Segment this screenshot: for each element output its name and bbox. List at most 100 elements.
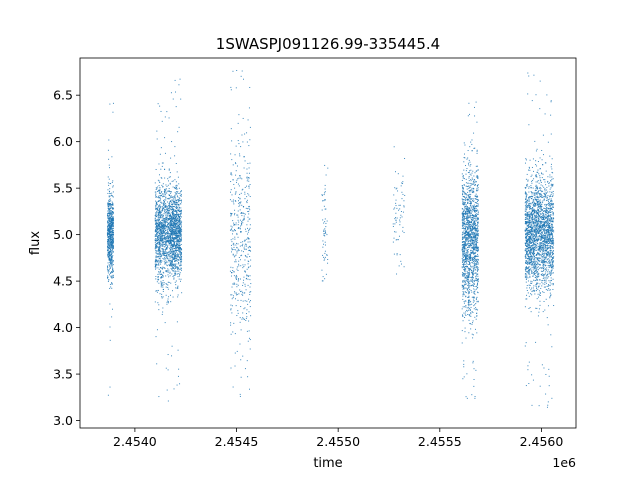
data-point (109, 227, 111, 229)
data-point (110, 245, 112, 247)
data-point (469, 254, 471, 256)
data-point (172, 232, 174, 234)
data-point (111, 224, 113, 226)
data-point (467, 234, 469, 236)
data-point (109, 210, 111, 212)
data-point (463, 196, 465, 198)
data-point (177, 263, 179, 265)
data-point (154, 226, 156, 228)
data-point (236, 234, 238, 236)
data-point (463, 245, 465, 247)
data-point (174, 229, 176, 231)
data-point (157, 217, 159, 219)
data-point (170, 234, 172, 236)
data-point (249, 246, 251, 248)
data-point (472, 301, 474, 303)
data-point (172, 207, 174, 209)
data-point (244, 292, 246, 294)
data-point (476, 260, 478, 262)
data-point (166, 270, 168, 272)
data-point (230, 229, 232, 231)
data-point (467, 150, 469, 152)
data-point (464, 249, 466, 251)
data-point (158, 206, 160, 208)
data-point (474, 207, 476, 209)
data-point (469, 308, 471, 310)
data-point (171, 237, 173, 239)
data-point (239, 219, 241, 221)
data-point (180, 199, 182, 201)
data-point (166, 241, 168, 243)
data-point (242, 188, 244, 190)
data-point (109, 213, 111, 215)
data-point (179, 214, 181, 216)
data-point (108, 206, 110, 208)
data-point (464, 227, 466, 229)
data-point (177, 196, 179, 198)
data-point (474, 225, 476, 227)
data-point (474, 255, 476, 257)
data-point (472, 234, 474, 236)
data-point (477, 200, 479, 202)
data-point (155, 263, 157, 265)
data-point (175, 193, 177, 195)
data-point (179, 229, 181, 231)
data-point (230, 266, 232, 268)
data-point (462, 285, 464, 287)
data-point (156, 260, 158, 262)
data-point (231, 226, 233, 228)
data-point (325, 226, 327, 228)
data-point (164, 243, 166, 245)
data-point (468, 267, 470, 269)
data-point (462, 221, 464, 223)
data-point (468, 308, 470, 310)
data-point (473, 239, 475, 241)
data-point (476, 195, 478, 197)
data-point (477, 259, 479, 261)
data-point (473, 251, 475, 253)
data-point (474, 304, 476, 306)
data-point (155, 264, 156, 266)
data-point (323, 229, 325, 231)
data-point (178, 220, 180, 222)
data-point (247, 376, 249, 378)
data-point (464, 270, 466, 272)
data-point (156, 202, 158, 204)
data-point (108, 274, 110, 276)
data-point (168, 204, 170, 206)
data-point (172, 98, 174, 100)
data-point (241, 215, 243, 217)
data-point (232, 220, 234, 222)
data-point (159, 214, 161, 216)
data-point (248, 207, 250, 209)
data-point (467, 274, 469, 276)
data-point (236, 283, 238, 285)
data-point (236, 266, 238, 268)
data-point (239, 289, 241, 291)
data-point (476, 270, 478, 272)
data-point (161, 207, 163, 209)
data-point (155, 207, 157, 209)
data-point (474, 240, 476, 242)
data-point (474, 269, 476, 271)
data-point (156, 224, 158, 226)
data-point (238, 257, 240, 259)
data-point (164, 236, 166, 238)
data-point (112, 247, 114, 249)
data-point (471, 239, 473, 241)
data-point (107, 182, 109, 184)
data-point (160, 227, 162, 229)
data-point (471, 228, 473, 230)
data-point (168, 259, 170, 261)
data-point (461, 217, 463, 219)
data-point (171, 220, 173, 222)
data-point (107, 265, 109, 267)
data-point (110, 242, 112, 244)
data-point (462, 272, 464, 274)
data-point (161, 260, 163, 262)
data-point (155, 256, 157, 258)
data-point (246, 168, 248, 170)
data-point (177, 236, 179, 238)
data-point (179, 240, 181, 242)
data-point (468, 225, 470, 227)
